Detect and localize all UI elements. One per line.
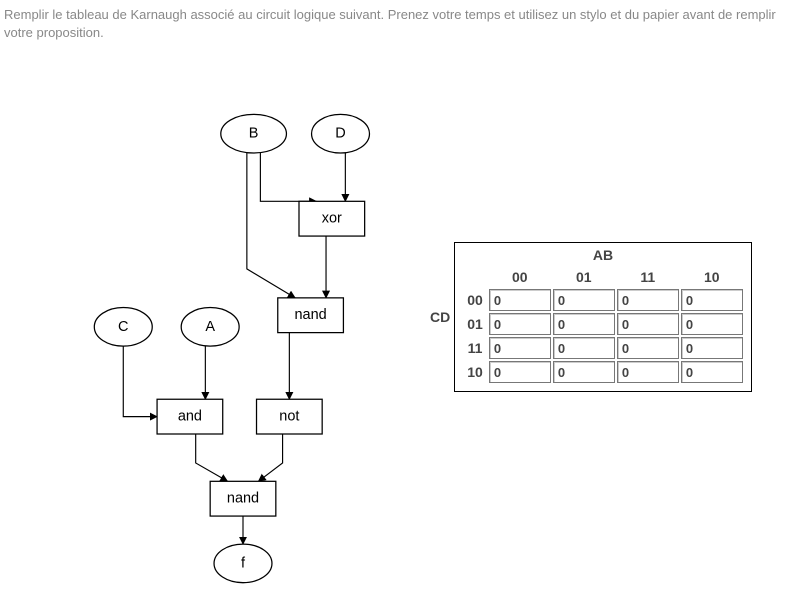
node-not: not [257,400,323,435]
logic-circuit-diagram: B Dxor nand C Aand not nand f [0,42,430,602]
kmap-col-header: 11 [617,267,679,287]
kmap-cell [617,289,679,311]
kmap-cell [489,337,551,359]
kmap-cell-input[interactable] [681,337,743,359]
node-label: xor [322,211,342,227]
kmap-cell-input[interactable] [553,289,615,311]
kmap-row-header: 11 [463,337,487,359]
kmap-cell [553,361,615,383]
kmap-col-header: 10 [681,267,743,287]
node-nand1: nand [278,298,344,333]
node-label: B [249,126,259,142]
kmap-col-header: 01 [553,267,615,287]
kmap-cell-input[interactable] [553,337,615,359]
kmap-row-header: 01 [463,313,487,335]
node-label: A [205,319,215,335]
kmap-row-var-label: CD [430,309,454,325]
edge-and-nand2 [196,434,228,481]
node-xor: xor [299,202,365,237]
kmap-cell [489,361,551,383]
kmap-cell-input[interactable] [617,313,679,335]
node-label: nand [294,308,326,324]
kmap-row-header: 10 [463,361,487,383]
kmap-cell-input[interactable] [681,361,743,383]
kmap-cell [617,337,679,359]
kmap-cell-input[interactable] [489,313,551,335]
kmap-cell-input[interactable] [617,361,679,383]
kmap-cell [681,289,743,311]
edge-not-nand2 [258,434,282,481]
kmap-cell [553,313,615,335]
kmap-cell-input[interactable] [681,289,743,311]
kmap-cell-input[interactable] [489,337,551,359]
edge-C-and [123,347,157,417]
kmap-cell-input[interactable] [681,313,743,335]
kmap-cell-input[interactable] [489,361,551,383]
node-D: D [312,115,370,154]
kmap-cell [681,337,743,359]
kmap-cell-input[interactable] [617,289,679,311]
node-A: A [181,308,239,347]
kmap-col-var-label: AB [461,247,745,265]
kmap-cell [681,361,743,383]
node-and: and [157,400,223,435]
kmap-cell-input[interactable] [489,289,551,311]
edge-B-nand1 [247,153,295,298]
kmap-cell [489,313,551,335]
kmap-cell [681,313,743,335]
kmap-table: 00 01 11 10 00011110 [461,265,745,385]
node-label: C [118,319,128,335]
node-C: C [94,308,152,347]
kmap-frame: AB 00 01 11 10 00011110 [454,242,752,392]
kmap-cell-input[interactable] [553,361,615,383]
kmap-cell [617,361,679,383]
edge-B-xor [260,153,316,201]
node-label: and [178,409,202,425]
kmap-cell [553,337,615,359]
node-f: f [214,544,272,583]
node-label: D [335,126,345,142]
kmap-cell [617,313,679,335]
node-B: B [221,115,287,154]
node-nand2: nand [210,482,276,517]
kmap-cell-input[interactable] [617,337,679,359]
karnaugh-map: CD AB 00 01 11 10 00011110 [430,242,752,392]
node-label: not [279,409,299,425]
content-area: B Dxor nand C Aand not nand f CD AB 00 01 11 10… [0,42,800,602]
node-label: nand [227,491,259,507]
kmap-col-header: 00 [489,267,551,287]
kmap-cell [553,289,615,311]
instruction-text: Remplir le tableau de Karnaugh associé a… [0,0,800,42]
kmap-row-header: 00 [463,289,487,311]
kmap-cell-input[interactable] [553,313,615,335]
kmap-cell [489,289,551,311]
